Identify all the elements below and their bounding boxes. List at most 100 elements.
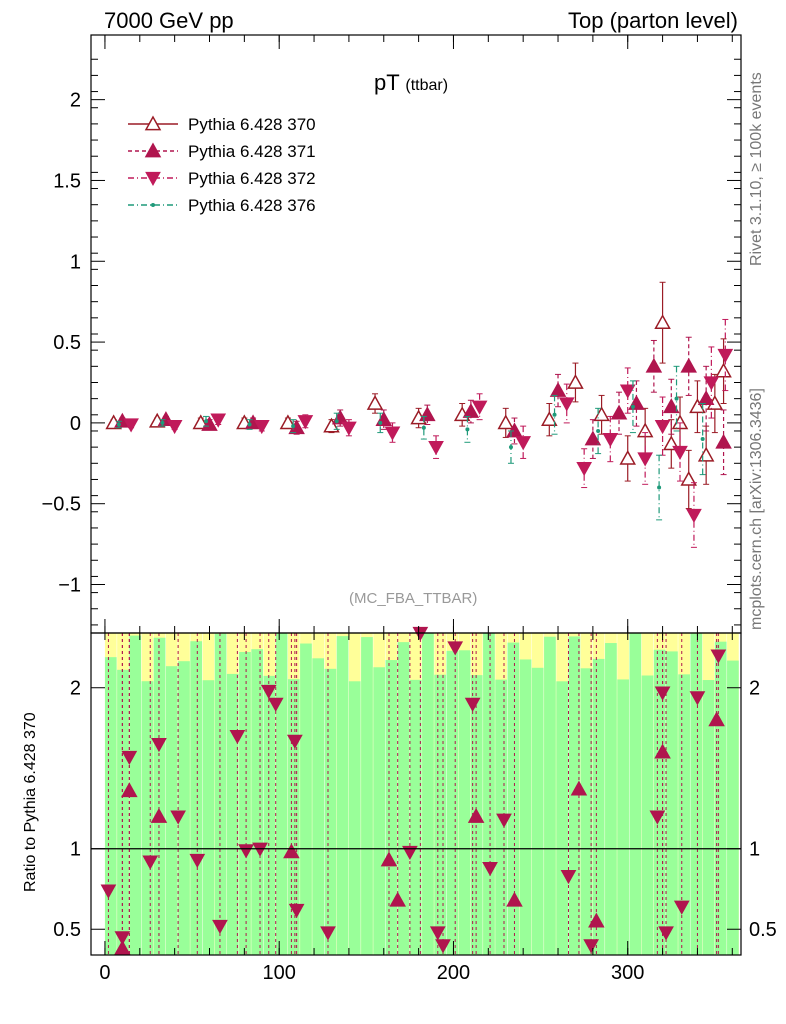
ratio-point <box>121 750 138 765</box>
data-point <box>419 406 436 422</box>
ratio-point <box>412 626 429 642</box>
ratio-band-inner <box>153 637 166 955</box>
ratio-band-inner <box>507 642 520 955</box>
header-right: Top (parton level) <box>568 8 738 33</box>
data-point <box>715 433 732 449</box>
legend-label: Pythia 6.428 370 <box>188 115 316 134</box>
ratio-y-tick-label: 2 <box>70 678 81 700</box>
data-point <box>703 376 720 391</box>
ratio-band-inner <box>727 660 739 955</box>
data-point <box>471 400 488 415</box>
data-point <box>384 426 401 441</box>
ratio-band-inner <box>263 675 276 955</box>
data-point <box>596 428 601 433</box>
series-pythia-6.428-372 <box>123 318 734 548</box>
data-point <box>421 425 426 430</box>
data-point <box>123 418 139 433</box>
ratio-band-inner <box>214 633 227 955</box>
ratio-y-tick-label-right: 1 <box>749 839 760 861</box>
data-point <box>680 357 697 373</box>
legend-marker <box>144 115 162 131</box>
ratio-band-inner <box>361 637 373 955</box>
ratio-band-inner <box>434 674 446 955</box>
data-point <box>341 421 357 436</box>
ratio-band-inner <box>519 659 532 955</box>
legend-entry: Pythia 6.428 372 <box>128 169 316 188</box>
main-y-tick-label: 1.5 <box>53 170 81 192</box>
main-y-tick-label: 2 <box>70 90 81 112</box>
ratio-point <box>506 891 523 907</box>
title-main: pT <box>374 70 400 95</box>
legend-entry: Pythia 6.428 371 <box>128 142 316 161</box>
ratio-point <box>389 891 406 907</box>
ratio-band-inner <box>580 668 593 955</box>
legend: Pythia 6.428 370 Pythia 6.428 371 Pythia 6… <box>128 115 316 215</box>
ratio-point <box>238 844 254 859</box>
ratio-band-inner <box>275 633 288 955</box>
data-point <box>541 411 558 427</box>
ratio-band-inner <box>312 658 325 955</box>
data-point <box>700 437 705 442</box>
x-tick-label: 200 <box>437 962 470 984</box>
data-point <box>674 396 679 401</box>
ratio-band-inner <box>458 650 471 955</box>
header-left: 7000 GeV pp <box>104 8 234 33</box>
x-tick-label: 300 <box>611 962 644 984</box>
data-point <box>253 420 270 435</box>
ratio-point <box>170 810 186 825</box>
data-point <box>680 470 697 486</box>
data-point <box>619 449 637 465</box>
ratio-band-inner <box>104 657 117 955</box>
ratio-y-tick-label-right: 2 <box>749 678 760 700</box>
data-point <box>210 413 227 428</box>
data-point <box>201 415 218 431</box>
ratio-point <box>649 810 666 825</box>
ratio-series-triangle-up <box>114 633 725 955</box>
ratio-band-inner <box>666 651 678 955</box>
data-point <box>697 446 715 462</box>
data-point <box>717 348 734 364</box>
data-point <box>508 445 513 450</box>
data-point <box>160 420 165 425</box>
ratio-band-inner <box>690 633 703 955</box>
ratio-point <box>435 939 451 954</box>
ratio-band-inner <box>422 633 434 955</box>
series-pythia-6.428-370 <box>105 281 732 510</box>
data-point <box>378 420 383 425</box>
ratio-band-inner <box>324 668 337 955</box>
ratio-y-tick-label-right: 0.5 <box>749 919 777 941</box>
ratio-band-inner <box>226 673 239 955</box>
ratio-point <box>380 851 398 867</box>
ratio-point <box>654 743 671 759</box>
ratio-band-inner <box>702 680 715 955</box>
ratio-band-inner <box>239 651 251 955</box>
main-y-tick-label: 0 <box>70 413 81 435</box>
ratio-band-inner <box>714 641 727 955</box>
data-point <box>584 430 602 446</box>
ratio-point <box>708 711 725 727</box>
ratio-band-inner <box>117 669 129 955</box>
main-y-tick-label: −1 <box>58 575 81 597</box>
main-y-tick-label: −0.5 <box>42 494 81 516</box>
ratio-band-inner <box>605 643 617 955</box>
ratio-band-inner <box>483 633 495 955</box>
ratio-band-inner <box>385 660 398 955</box>
data-point <box>576 462 593 477</box>
x-tick-label: 100 <box>263 962 296 984</box>
ratio-point <box>189 853 206 869</box>
legend-entry: Pythia 6.428 370 <box>128 115 316 134</box>
ratio-point <box>482 861 498 877</box>
data-point <box>686 508 702 524</box>
ratio-point <box>114 940 131 955</box>
ratio-point <box>429 926 446 941</box>
data-point <box>462 403 480 418</box>
main-plot-marks <box>105 281 734 548</box>
ratio-point <box>252 842 268 857</box>
ratio-band-inner <box>678 674 690 955</box>
ratio-point <box>570 780 588 796</box>
ratio-band-inner <box>178 661 190 955</box>
legend-marker <box>144 142 162 158</box>
ratio-point <box>121 782 138 798</box>
ratio-point <box>267 697 284 712</box>
